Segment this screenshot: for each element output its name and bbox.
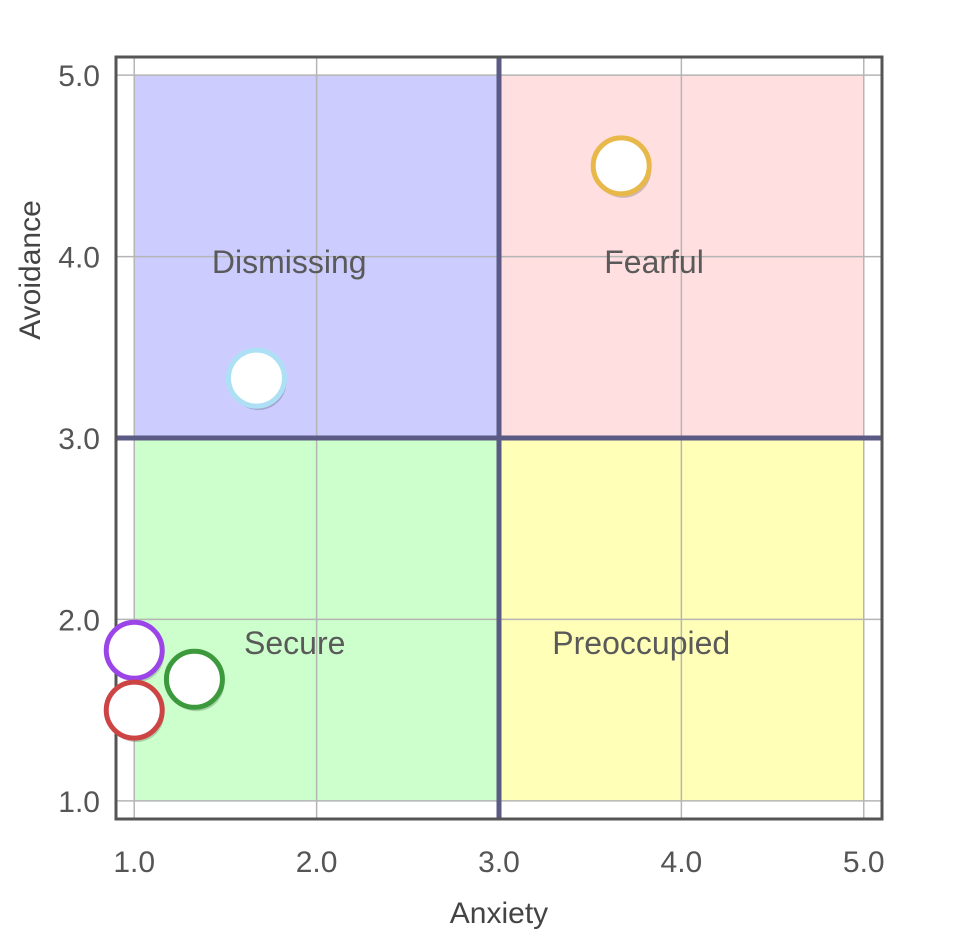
- y-tick-layer: 1.0 2.0 3.0 4.0 5.0: [58, 60, 100, 819]
- quadrant-label-dismissing: Dismissing: [212, 244, 367, 280]
- x-tick-label: 2.0: [296, 846, 338, 879]
- point-layer: [103, 135, 652, 743]
- x-tick-label: 5.0: [843, 846, 885, 879]
- quadrant-label-secure: Secure: [244, 625, 345, 661]
- data-point-marker: [103, 619, 165, 681]
- y-tick-label: 4.0: [58, 242, 100, 275]
- data-point-marker: [163, 648, 225, 710]
- y-tick-label: 3.0: [58, 423, 100, 456]
- quadrant-label-preoccupied: Preoccupied: [552, 625, 730, 661]
- divider-layer: [116, 57, 882, 819]
- y-tick-label: 1.0: [58, 786, 100, 819]
- y-tick-label: 2.0: [58, 604, 100, 637]
- quadrant-label-fearful: Fearful: [604, 244, 704, 280]
- data-point: [225, 347, 287, 411]
- y-tick-label: 5.0: [58, 60, 100, 93]
- plot-frame: [114, 55, 884, 821]
- data-point-marker: [103, 679, 165, 741]
- x-tick-layer: 1.0 2.0 3.0 4.0 5.0: [113, 846, 884, 879]
- x-tick-label: 1.0: [113, 846, 155, 879]
- x-tick-label: 3.0: [478, 846, 520, 879]
- y-axis-label: Avoidance: [14, 200, 47, 340]
- data-point: [103, 619, 165, 683]
- data-point-marker: [225, 347, 287, 409]
- data-point: [590, 135, 652, 198]
- data-point-marker: [590, 135, 652, 197]
- data-point: [163, 648, 225, 712]
- quadrant-label-layer: Dismissing Fearful Secure Preoccupied: [212, 244, 730, 661]
- x-tick-label: 4.0: [661, 846, 703, 879]
- data-point: [103, 679, 165, 743]
- x-axis-label: Anxiety: [450, 897, 548, 930]
